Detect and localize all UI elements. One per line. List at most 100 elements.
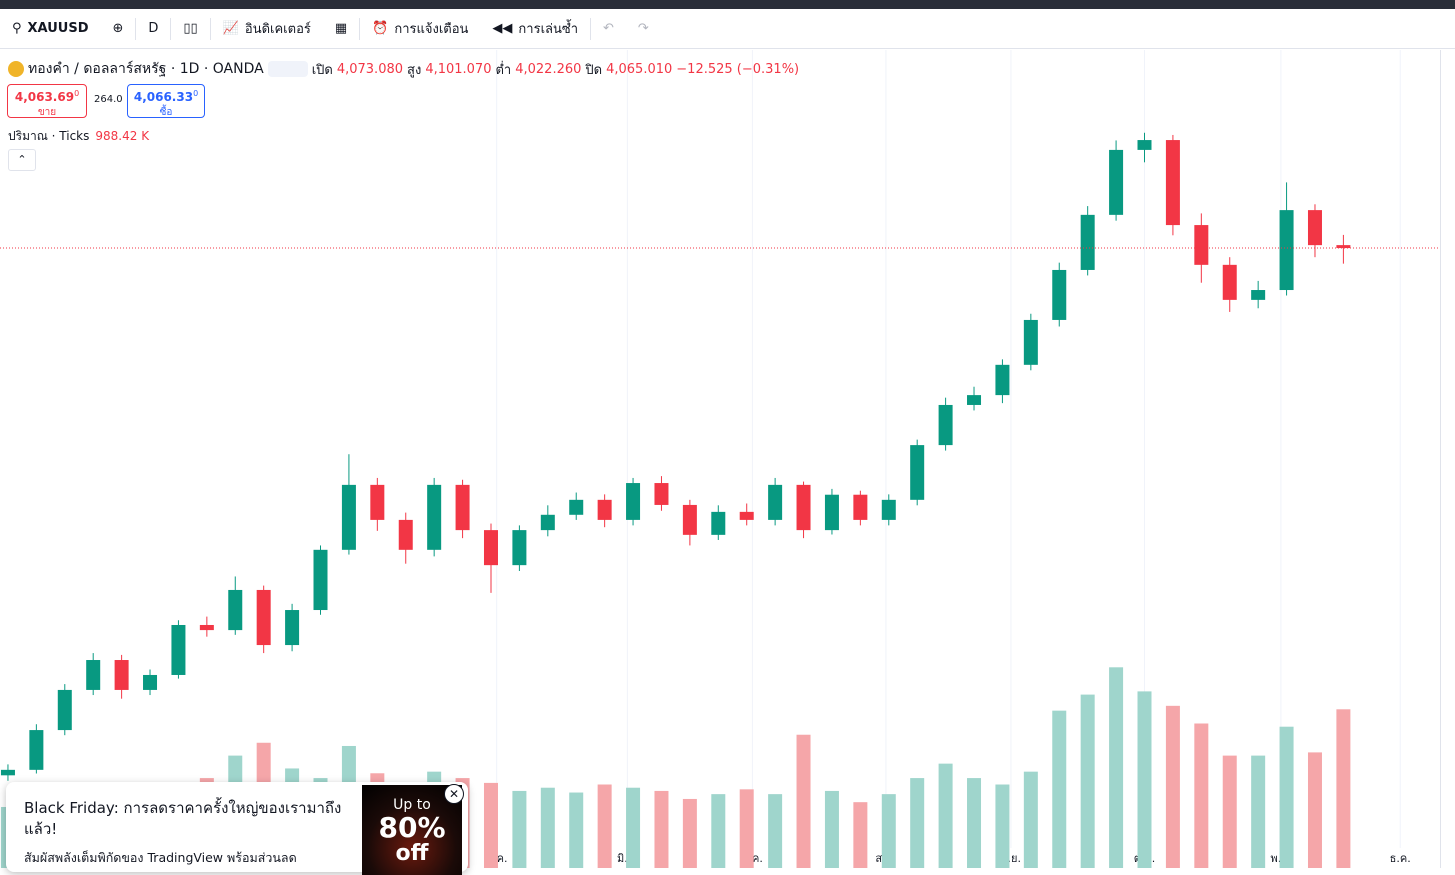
symbol-search[interactable]: ⚲ XAUUSD [12,21,89,36]
volume-bar [739,789,754,868]
candle-body [768,484,783,520]
sell-price[interactable]: 4,063.69 [14,90,75,104]
alerts-label[interactable]: การแจ้งเตือน [394,22,469,37]
alerts-button[interactable]: ⏰ การแจ้งเตือน [360,9,480,49]
buy-button[interactable]: 4,066.330 ซื้อ [127,84,205,118]
candle-body [910,445,925,500]
promo-up-to[interactable]: Up to [393,797,431,813]
volume-bar [597,784,612,868]
volume-value: 988.42 K [95,129,150,143]
layouts-button[interactable]: ▦ [334,21,348,36]
symbol-icon [8,61,24,77]
promo-body[interactable]: สัมผัสพลังเต็มพิกัดของ TradingView พร้อม… [24,850,297,865]
candle-body [853,494,868,520]
candle-body [1023,319,1038,365]
promo-banner[interactable]: Black Friday: การลดราคาครั้งใหญ่ของเรามา… [6,782,468,875]
volume-bar [1222,755,1237,868]
low-value: 4,022.260 [515,61,582,77]
volume-bar [654,790,669,868]
toolbar: ⚲ XAUUSD ⊕ D ▯▯ 📈 อินดิเคเตอร์ ▦ ⏰ การแจ… [0,9,1455,49]
instrument: ทองคำ / ดอลลาร์สหรัฐ · 1D · OANDA [28,61,264,77]
promo-close[interactable]: ✕ [444,784,464,804]
candle-body [711,511,726,535]
volume-bar [967,778,982,868]
replay-label[interactable]: การเล่นซ้ำ [518,22,578,37]
volume-bar [1165,705,1180,868]
volume-bar [540,787,555,868]
volume-bar [626,787,641,868]
buy-price[interactable]: 4,066.33 [133,90,194,104]
volume-bar [881,794,896,868]
volume-bar [910,778,925,868]
volume-bar [1109,667,1124,868]
candle-body [796,484,811,531]
candle-body [1052,269,1067,320]
promo-off[interactable]: off [395,841,429,866]
open-value: 4,073.080 [336,61,404,77]
candle-body [597,499,612,520]
candle-body [1251,290,1266,300]
redo[interactable]: ↷ [637,21,649,36]
candle-body [341,484,356,550]
buy-sup[interactable]: 0 [193,89,199,98]
separator [359,17,361,40]
buy-label[interactable]: ซื้อ [159,107,173,118]
volume-bar [483,782,498,868]
symbol[interactable]: XAUUSD [27,21,89,36]
promo-title[interactable]: Black Friday: การลดราคาครั้งใหญ่ของเรามา… [24,799,342,838]
volume-bar [512,790,527,868]
candle-body [199,624,214,631]
volume-bar [1279,726,1294,868]
promo-percent[interactable]: 80% [378,811,446,844]
volume-bar [938,763,953,868]
high-value: 4,101.070 [425,61,492,77]
sell-button[interactable]: 4,063.690 ขาย [7,84,87,118]
sell-sup[interactable]: 0 [74,89,80,98]
x-tick-label: ธ.ค. [1390,852,1411,865]
volume-bar [853,802,868,868]
open-label: เปิด [311,62,333,78]
collapse-button[interactable]: ⌃ [8,149,36,171]
replay-button[interactable]: ◀◀ การเล่นซ้ำ [480,9,590,49]
separator [170,17,172,40]
candle-body [967,395,982,405]
volume-bar [711,794,726,868]
candle-body [86,660,101,690]
sell-label[interactable]: ขาย [37,107,57,118]
candle-body [171,624,186,675]
change-value: −12.525 (−0.31%) [676,61,800,77]
indicators-button[interactable]: 📈 อินดิเคเตอร์ [211,9,323,49]
candle-body [370,484,385,520]
candle-body [1080,214,1095,270]
candle-body [824,494,839,531]
legend-toggle[interactable] [267,61,308,77]
candle-body [682,504,697,535]
high-label: สูง [407,62,422,78]
close-label: ปิด [585,62,603,78]
volume-bar [1307,752,1322,868]
indicators-label[interactable]: อินดิเคเตอร์ [244,22,311,37]
volume-bar [824,790,839,868]
volume-bar [768,794,783,868]
volume-label: ปริมาณ · Ticks [8,129,90,143]
candle-body [1336,245,1351,249]
candle-body [398,519,413,550]
candle-body [483,530,498,566]
undo[interactable]: ↶ [603,21,614,36]
legend: ทองคำ / ดอลลาร์สหรัฐ · 1D · OANDA เปิด 4,… [8,58,799,80]
price-axis [1440,50,1455,868]
candle-body [739,511,754,520]
volume-bar [1080,694,1095,868]
interval[interactable]: D [148,21,159,36]
candle-body [427,484,442,550]
candle-body [1109,149,1124,215]
candle-body [1279,210,1294,291]
candle-body [1137,140,1152,150]
separator [590,17,591,40]
add-symbol[interactable]: ⊕ [112,21,124,36]
volume-bar [1194,723,1209,868]
chart-type[interactable]: ▯▯ [183,21,198,36]
candle-body [654,483,669,505]
candle-body [626,483,641,520]
